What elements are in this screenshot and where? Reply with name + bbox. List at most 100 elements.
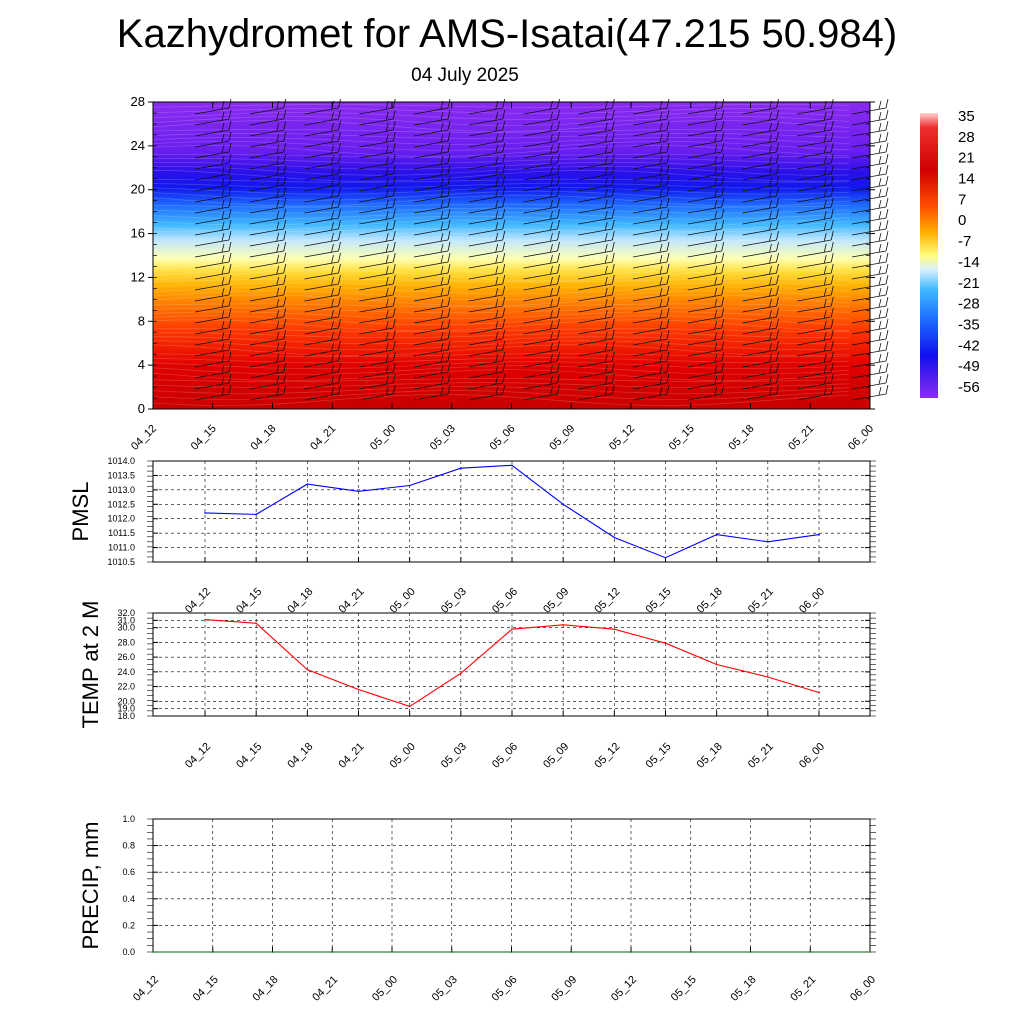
contour-line: [152, 194, 850, 207]
wind-barb: [413, 351, 451, 368]
x-tick-label: 05_18: [729, 974, 759, 1004]
wind-barb: [304, 329, 341, 346]
colorbar-label: 7: [958, 191, 966, 208]
wind-barb: [359, 318, 396, 335]
y-tick-label: 24.0: [117, 667, 135, 677]
wind-barb: [249, 219, 287, 236]
contour-line: [152, 253, 850, 258]
contour-line: [152, 365, 850, 376]
x-tick-label: 05_09: [541, 741, 571, 771]
colorbar-label: -49: [958, 358, 980, 375]
panel-frame: [152, 612, 871, 717]
wind-barb: [851, 318, 889, 335]
wind-barb: [687, 252, 725, 269]
x-tick-label: 05_12: [609, 974, 639, 1004]
wind-barb: [578, 285, 615, 302]
wind-barb: [851, 230, 889, 247]
data-point: [664, 556, 667, 559]
wind-barb: [797, 307, 834, 324]
x-tick-label: 05_15: [644, 741, 674, 771]
wind-barb: [194, 351, 232, 368]
wind-barb: [194, 142, 232, 159]
wind-barb: [523, 318, 560, 335]
wind-barb: [742, 285, 779, 302]
wind-barb: [304, 373, 341, 390]
wind-barb: [797, 175, 834, 192]
wind-barb: [359, 120, 396, 137]
wind-barb: [632, 241, 670, 258]
data-point: [204, 618, 206, 621]
x-tick-label: 04_15: [191, 974, 221, 1004]
wind-barb: [359, 373, 396, 390]
wind-barb: [413, 230, 451, 247]
wind-barb: [797, 153, 834, 170]
wind-barb: [359, 329, 396, 346]
x-tick-label: 04_15: [234, 741, 264, 771]
wind-barb: [742, 307, 779, 324]
wind-barb: [413, 329, 451, 346]
wind-barb: [249, 109, 287, 126]
wind-barb: [194, 164, 232, 181]
colorbar-label: -7: [958, 233, 971, 250]
data-point: [408, 705, 411, 708]
data-point: [749, 951, 752, 953]
wind-barb: [468, 263, 506, 280]
wind-barb: [632, 109, 670, 126]
wind-barb: [687, 186, 725, 203]
data-point: [562, 503, 564, 506]
wind-barb: [687, 384, 725, 401]
contour-line: [152, 116, 850, 126]
y-tick-label: 1014.0: [107, 456, 135, 466]
wind-barb: [249, 296, 287, 313]
wind-barb: [304, 241, 341, 258]
y-tick-label: 0.6: [122, 867, 135, 877]
contour-line: [152, 303, 850, 308]
x-tick-label: 05_06: [490, 974, 520, 1004]
wind-barb: [523, 362, 560, 379]
wind-barb: [797, 263, 834, 280]
data-point: [809, 951, 812, 953]
wind-barb: [797, 384, 834, 401]
wind-barb: [523, 153, 560, 170]
x-tick-label: 05_21: [746, 741, 776, 771]
wind-barb: [249, 340, 287, 357]
contour-line: [152, 311, 850, 320]
wind-barb: [249, 241, 287, 258]
contour-line: [152, 119, 850, 132]
colorbar-label: 28: [958, 129, 975, 146]
wind-barb: [797, 186, 834, 203]
wind-barb: [797, 329, 834, 346]
wind-barb: [687, 285, 725, 302]
wind-barb: [687, 274, 725, 291]
wind-barb: [304, 175, 341, 192]
wind-barb: [578, 351, 615, 368]
wind-barb: [468, 373, 506, 390]
wind-barb: [304, 351, 341, 368]
data-point: [869, 951, 871, 953]
wind-barb: [359, 307, 396, 324]
wind-barb: [578, 219, 615, 236]
wind-barb: [413, 131, 451, 148]
y-tick-label: 24: [131, 138, 145, 153]
wind-barb: [632, 285, 670, 302]
data-point: [460, 467, 462, 470]
wind-barb: [359, 197, 396, 214]
colorbar-label: -56: [958, 379, 980, 396]
wind-barb: [632, 329, 670, 346]
wind-barb: [304, 263, 341, 280]
wind-barb: [797, 285, 834, 302]
y-axis-title: TEMP at 2 M: [78, 601, 103, 729]
contour-line: [152, 269, 850, 282]
wind-barb: [359, 296, 396, 313]
wind-barb: [523, 120, 560, 137]
wind-barb: [851, 186, 889, 203]
wind-barb: [523, 241, 560, 258]
wind-barb: [304, 186, 341, 203]
y-tick-label: 32.0: [117, 608, 135, 618]
wind-barb: [523, 175, 560, 192]
x-tick-label: 05_00: [388, 586, 418, 616]
wind-barb: [249, 208, 287, 225]
wind-barb: [468, 175, 506, 192]
y-tick-label: 20.0: [117, 696, 135, 706]
wind-barb: [742, 230, 779, 247]
